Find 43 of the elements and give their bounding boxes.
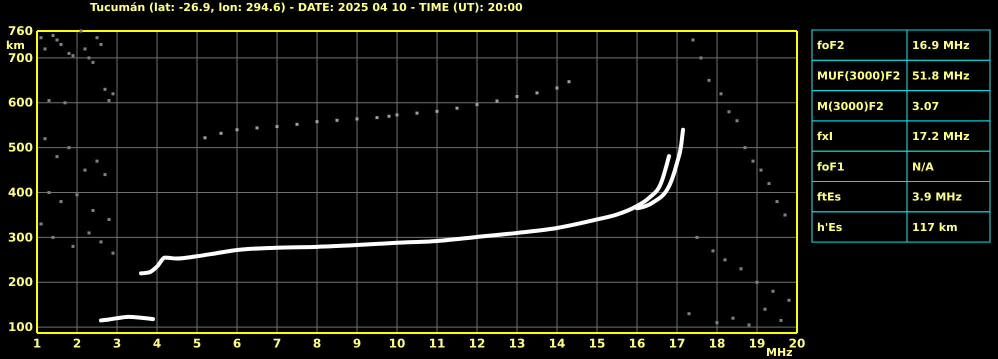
x-tick-label: 8 xyxy=(312,336,322,351)
text: 3.07 xyxy=(912,100,940,113)
text: M(3000)F2 xyxy=(817,100,884,113)
x-tick-label: 5 xyxy=(192,336,202,351)
x-tick-label: 10 xyxy=(388,336,406,351)
chart-title: Tucumán (lat: -26.9, lon: 294.6) - DATE: 2025 04 10 - TIME (UT): 20:00 xyxy=(90,1,523,14)
y-tick-label: 200 xyxy=(8,275,33,290)
y-tick-label: 600 xyxy=(8,96,33,110)
x-tick-label: 11 xyxy=(428,336,446,351)
text: 51.8 MHz xyxy=(912,69,970,82)
text: h'Es xyxy=(817,220,843,234)
x-tick-label: 2 xyxy=(72,336,82,351)
x-tick-label: 17 xyxy=(668,336,686,351)
y-tick-label: 300 xyxy=(8,230,33,244)
y-tick-label: 760 xyxy=(8,24,33,38)
y-tick-label: 500 xyxy=(8,140,33,155)
y-tick-label: 400 xyxy=(8,185,33,200)
y-tick-label: 700 xyxy=(8,50,33,65)
text: fxI xyxy=(817,130,833,144)
x-tick-label: 16 xyxy=(628,336,646,351)
text: 17.2 MHz xyxy=(912,130,970,144)
x-tick-label: 19 xyxy=(748,336,766,351)
x-tick-label: 7 xyxy=(272,336,282,351)
text: N/A xyxy=(912,160,934,174)
x-tick-label: 4 xyxy=(152,336,162,351)
x-tick-label: 12 xyxy=(468,336,486,351)
x-tick-label: 13 xyxy=(508,336,526,351)
text: 3.9 MHz xyxy=(912,190,962,204)
text: ftEs xyxy=(817,190,842,204)
text: foF2 xyxy=(817,39,845,52)
text: foF1 xyxy=(817,160,845,174)
y-axis-title: km xyxy=(6,39,25,52)
x-tick-label: 3 xyxy=(112,336,122,351)
text: MUF(3000)F2 xyxy=(817,69,900,82)
x-tick-label: 14 xyxy=(548,336,566,351)
x-tick-label: 9 xyxy=(352,336,362,351)
x-tick-label: 6 xyxy=(232,336,242,351)
text: 117 km xyxy=(912,220,958,234)
x-tick-label: 18 xyxy=(708,336,726,351)
text: 16.9 MHz xyxy=(912,39,970,52)
x-tick-label: 15 xyxy=(588,336,606,351)
y-tick-label: 100 xyxy=(8,320,33,334)
x-tick-label: 1 xyxy=(32,336,42,351)
